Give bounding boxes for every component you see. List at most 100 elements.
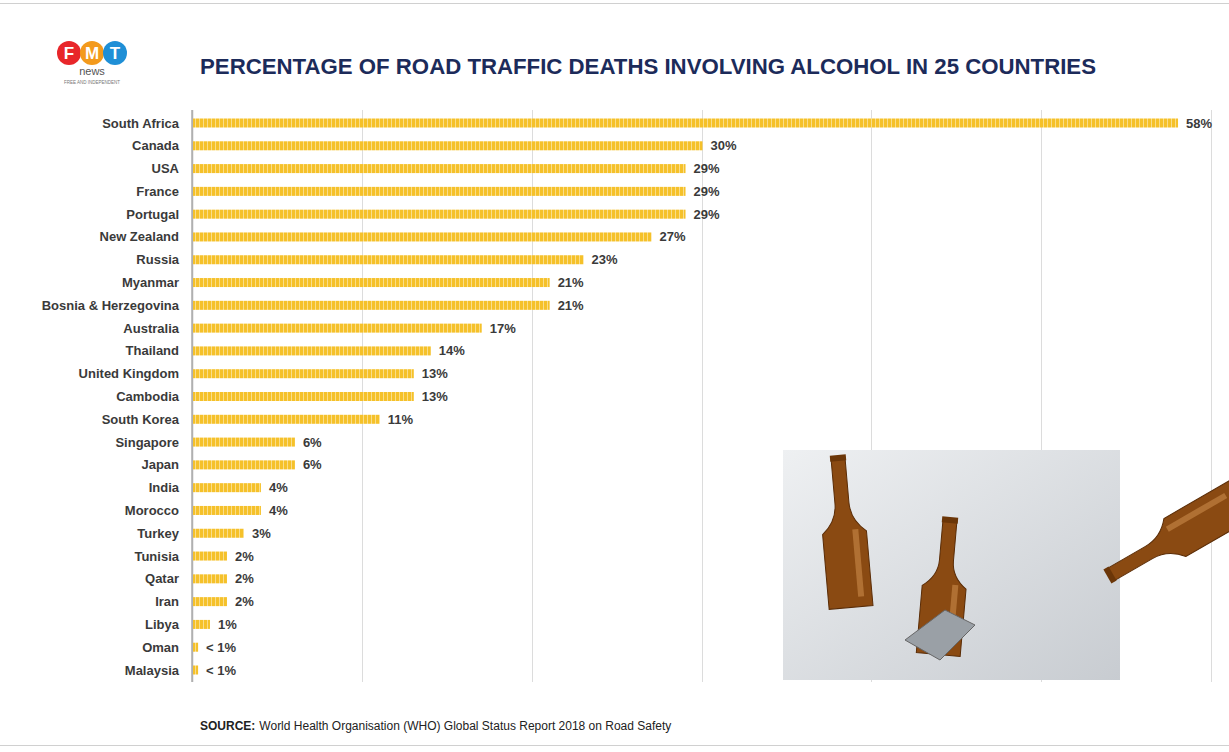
- bottle: [816, 453, 873, 609]
- bottle-neck: [942, 516, 958, 523]
- data-label: 2%: [235, 571, 254, 586]
- category-label: Qatar: [145, 571, 179, 586]
- data-label: 2%: [235, 549, 254, 564]
- category-label: Russia: [136, 252, 179, 267]
- title: PERCENTAGE OF ROAD TRAFFIC DEATHS INVOLV…: [200, 54, 1096, 79]
- bar: [193, 369, 414, 378]
- category-label: South Korea: [102, 412, 180, 427]
- source: SOURCE: World Health Organisation (WHO) G…: [200, 719, 671, 733]
- category-label: Iran: [155, 594, 179, 609]
- logo-subtext: news: [79, 65, 105, 77]
- category-label: Australia: [123, 321, 179, 336]
- data-label: 17%: [490, 321, 516, 336]
- category-label: South Africa: [102, 116, 180, 131]
- logo-letter: T: [110, 44, 121, 63]
- category-label: Turkey: [137, 526, 179, 541]
- category-label: Bosnia & Herzegovina: [42, 298, 180, 313]
- category-label: New Zealand: [100, 229, 180, 244]
- photo-bg: [783, 450, 1120, 680]
- logo: FMTnewsFREE AND INDEPENDENT: [57, 41, 127, 85]
- data-label: < 1%: [206, 663, 236, 678]
- source-text: World Health Organisation (WHO) Global S…: [259, 719, 671, 733]
- bar: [193, 620, 210, 629]
- data-label: 1%: [218, 617, 237, 632]
- grid-line: [1211, 110, 1212, 682]
- bottle-body: [816, 456, 873, 609]
- bar: [193, 666, 198, 675]
- grid: [193, 110, 1212, 682]
- bar: [193, 278, 550, 287]
- bar: [193, 187, 686, 196]
- category-label: France: [136, 184, 179, 199]
- data-label: 4%: [269, 503, 288, 518]
- data-label: 14%: [439, 343, 465, 358]
- source-label: SOURCE:: [200, 719, 255, 733]
- category-label: India: [149, 480, 180, 495]
- bar: [193, 346, 431, 355]
- bar: [193, 529, 244, 538]
- category-label: Cambodia: [116, 389, 180, 404]
- data-label: 4%: [269, 480, 288, 495]
- bar: [193, 574, 227, 583]
- data-label: < 1%: [206, 640, 236, 655]
- data-label: 13%: [422, 389, 448, 404]
- data-label: 58%: [1186, 116, 1212, 131]
- bar: [193, 552, 227, 561]
- bar: [193, 392, 414, 401]
- bar: [193, 643, 198, 652]
- bar: [193, 255, 584, 264]
- logo-letter: M: [85, 44, 99, 63]
- bar: [193, 164, 686, 173]
- category-label: Oman: [142, 640, 179, 655]
- logo-circle: [57, 41, 81, 65]
- bar: [193, 232, 652, 241]
- data-label: 6%: [303, 435, 322, 450]
- category-label: Singapore: [115, 435, 179, 450]
- data-label: 6%: [303, 457, 322, 472]
- bar: [193, 210, 686, 219]
- data-label: 2%: [235, 594, 254, 609]
- bar: [193, 597, 227, 606]
- bar: [193, 483, 261, 492]
- category-label: USA: [152, 161, 180, 176]
- category-label: Portugal: [126, 207, 179, 222]
- y-axis-line: [191, 110, 193, 682]
- keys: [905, 610, 975, 660]
- frame-top: [0, 3, 1229, 4]
- bar: [193, 438, 295, 447]
- category-label: Morocco: [125, 503, 179, 518]
- logo-letter: F: [64, 44, 74, 63]
- data-label: 29%: [694, 207, 720, 222]
- photo: [783, 450, 1229, 680]
- data-label: 30%: [711, 138, 737, 153]
- bottle-neck: [830, 454, 846, 461]
- logo-circle: [103, 41, 127, 65]
- category-label: Malaysia: [125, 663, 180, 678]
- bar: [193, 119, 1178, 128]
- category-label: Thailand: [126, 343, 180, 358]
- logo-circle: [80, 41, 104, 65]
- bar: [193, 301, 550, 310]
- category-label: Japan: [141, 457, 179, 472]
- bar: [193, 141, 703, 150]
- data-label: 29%: [694, 184, 720, 199]
- category-label: Myanmar: [122, 275, 179, 290]
- bottle: [1096, 481, 1229, 596]
- data-label: 29%: [694, 161, 720, 176]
- category-label: Canada: [132, 138, 180, 153]
- chart: FMTnewsFREE AND INDEPENDENTPERCENTAGE OF…: [0, 0, 1229, 752]
- data-label: 21%: [558, 275, 584, 290]
- data-label: 11%: [388, 412, 414, 427]
- category-label: United Kingdom: [79, 366, 179, 381]
- bar: [193, 506, 261, 515]
- data-label: 23%: [592, 252, 618, 267]
- bottle-shine: [852, 529, 864, 597]
- bar: [193, 460, 295, 469]
- bar: [193, 415, 380, 424]
- data-label: 21%: [558, 298, 584, 313]
- data-label: 3%: [252, 526, 271, 541]
- category-label: Libya: [145, 617, 180, 632]
- bottle-neck: [1103, 567, 1116, 584]
- data-label: 13%: [422, 366, 448, 381]
- bottle-shine: [1166, 493, 1227, 532]
